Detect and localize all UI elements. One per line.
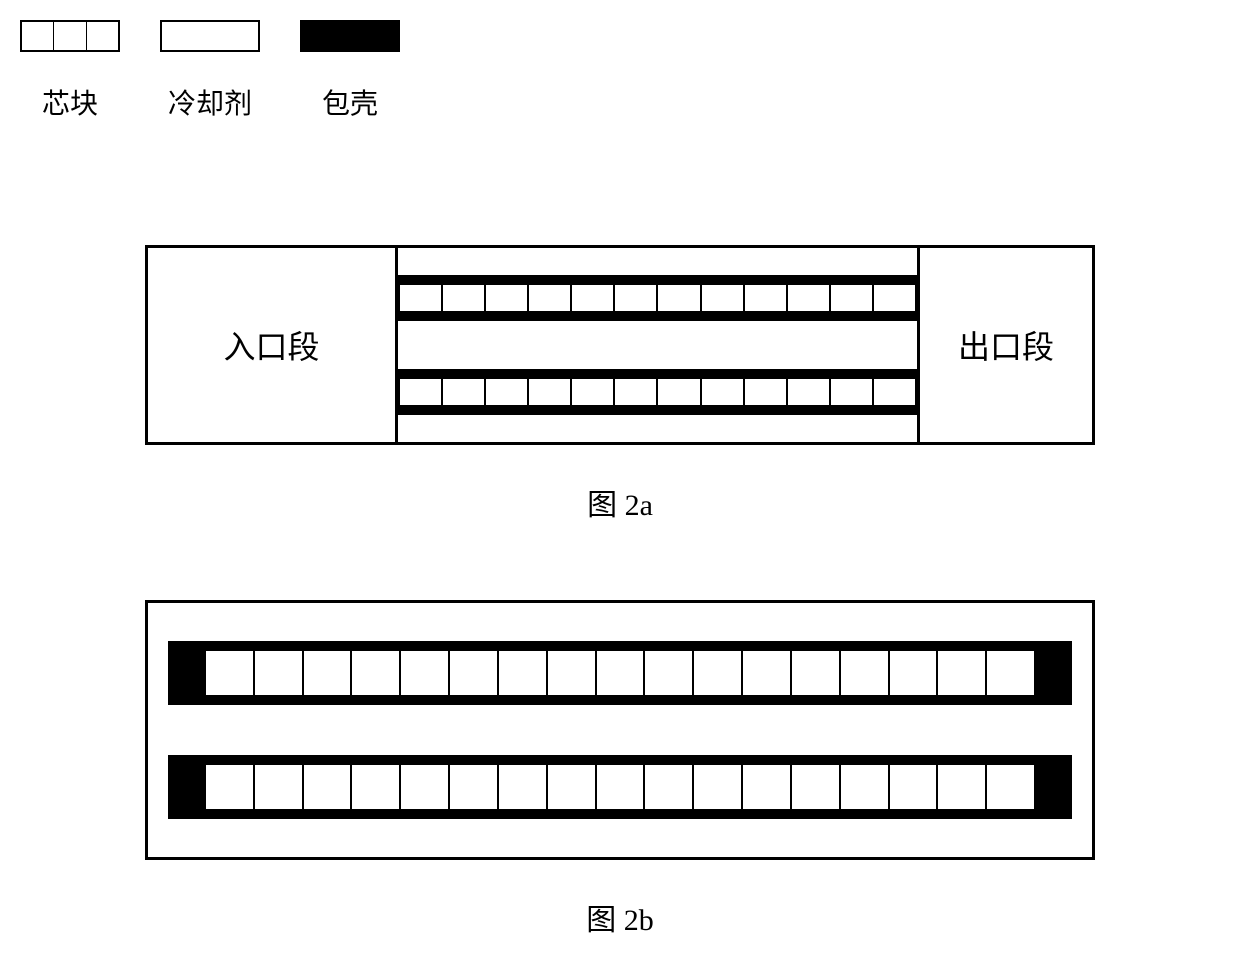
- pellet-cell: [745, 379, 788, 405]
- pellet-cell: [841, 651, 890, 695]
- pellet-cell: [352, 651, 401, 695]
- outlet-label: 出口段: [958, 322, 1054, 368]
- legend-swatch-coolant: [160, 20, 260, 52]
- caption-2b: 图 2b: [560, 895, 680, 939]
- inlet-label: 入口段: [223, 322, 319, 368]
- coolant-gap: [398, 415, 917, 442]
- figure-2a: 入口段 出口段: [145, 245, 1095, 445]
- cladding-bottom: [168, 695, 1072, 705]
- coolant-gap: [398, 248, 917, 275]
- pellet-cell: [658, 285, 701, 311]
- fuel-rod-2a-lower: [398, 369, 917, 415]
- legend-item-coolant: 冷却剂: [160, 20, 260, 122]
- pellet-cell: [645, 651, 694, 695]
- pellet-cell: [400, 285, 443, 311]
- coolant-gap: [398, 321, 917, 369]
- fuel-rod-2b-upper: [168, 641, 1072, 705]
- pellet-cell: [658, 379, 701, 405]
- pellet-cell: [743, 765, 792, 809]
- pellet-cell: [788, 285, 831, 311]
- pellet-cell: [450, 765, 499, 809]
- pellet-cell: [841, 765, 890, 809]
- pellet-row: [398, 285, 917, 311]
- pellet-cell: [548, 765, 597, 809]
- pellet-cell: [597, 651, 646, 695]
- fuel-section-2a: [398, 248, 917, 442]
- pellet-cell: [597, 765, 646, 809]
- pellet-cell: [443, 379, 486, 405]
- pellet-cell: [572, 379, 615, 405]
- pellet-cell: [499, 765, 548, 809]
- pellet-cell: [987, 765, 1034, 809]
- pellet-row: [206, 651, 1034, 695]
- pellet-cell: [694, 651, 743, 695]
- cladding-top: [168, 641, 1072, 651]
- pellet-cell: [548, 651, 597, 695]
- pellet-cell: [615, 285, 658, 311]
- pellet-cell: [615, 379, 658, 405]
- caption-2a: 图 2a: [560, 480, 680, 524]
- pellet-cell: [702, 285, 745, 311]
- pellet-cell: [874, 285, 917, 311]
- pellet-cell: [831, 379, 874, 405]
- legend-label-cladding: 包壳: [322, 82, 378, 122]
- inlet-section: 入口段: [148, 248, 398, 442]
- pellet-cell: [938, 651, 987, 695]
- pellet-cell: [645, 765, 694, 809]
- coolant-gap: [148, 603, 1092, 641]
- coolant-gap: [148, 705, 1092, 755]
- legend-swatch-pellet: [20, 20, 120, 52]
- pellet-cell: [831, 285, 874, 311]
- pellet-cell: [486, 379, 529, 405]
- pellet-cell: [792, 765, 841, 809]
- pellet-cell: [745, 285, 788, 311]
- cladding-top: [168, 755, 1072, 765]
- pellet-cell: [788, 379, 831, 405]
- pellet-cell: [938, 765, 987, 809]
- pellet-cell: [304, 651, 353, 695]
- pellet-cell: [443, 285, 486, 311]
- figure-2b: [145, 600, 1095, 860]
- cladding-bottom: [398, 405, 917, 415]
- cladding-bottom: [168, 809, 1072, 819]
- cladding-top: [398, 369, 917, 379]
- pellet-row: [398, 379, 917, 405]
- pellet-cell: [890, 651, 939, 695]
- pellet-row: [206, 765, 1034, 809]
- pellet-cell: [206, 651, 255, 695]
- pellet-cell: [450, 651, 499, 695]
- pellet-cell: [400, 379, 443, 405]
- pellet-cell: [304, 765, 353, 809]
- pellet-cell: [890, 765, 939, 809]
- fuel-rod-2b-lower: [168, 755, 1072, 819]
- legend-item-pellet: 芯块: [20, 20, 120, 122]
- pellet-cell: [486, 285, 529, 311]
- pellet-cell: [572, 285, 615, 311]
- pellet-cell: [743, 651, 792, 695]
- outlet-section: 出口段: [917, 248, 1092, 442]
- legend: 芯块 冷却剂 包壳: [20, 20, 400, 122]
- coolant-gap: [148, 819, 1092, 857]
- cladding-bottom: [398, 311, 917, 321]
- legend-swatch-cladding: [300, 20, 400, 52]
- pellet-cell: [874, 379, 917, 405]
- pellet-cell: [499, 651, 548, 695]
- pellet-cell: [401, 651, 450, 695]
- pellet-cell: [702, 379, 745, 405]
- pellet-cell: [255, 765, 304, 809]
- legend-item-cladding: 包壳: [300, 20, 400, 122]
- cladding-top: [398, 275, 917, 285]
- pellet-cell: [206, 765, 255, 809]
- legend-label-coolant: 冷却剂: [168, 82, 252, 122]
- pellet-cell: [401, 765, 450, 809]
- legend-label-pellet: 芯块: [42, 82, 98, 122]
- pellet-cell: [987, 651, 1034, 695]
- pellet-cell: [529, 379, 572, 405]
- pellet-cell: [352, 765, 401, 809]
- pellet-cell: [694, 765, 743, 809]
- pellet-cell: [792, 651, 841, 695]
- pellet-cell: [529, 285, 572, 311]
- fuel-rod-2a-upper: [398, 275, 917, 321]
- pellet-cell: [255, 651, 304, 695]
